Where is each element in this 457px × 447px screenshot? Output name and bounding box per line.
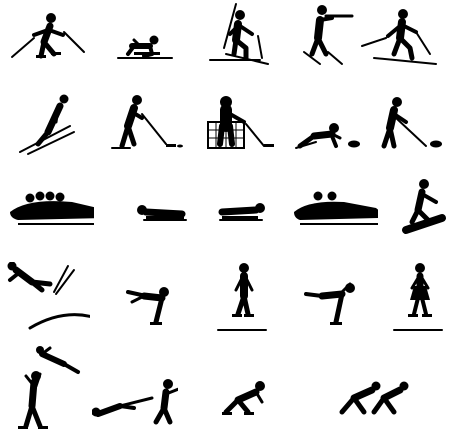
pair-skating-death-spiral-icon — [92, 346, 178, 432]
short-track-speed-skating-icon — [318, 346, 409, 432]
speed-skating-icon — [222, 346, 308, 432]
alpine-skiing-icon — [8, 2, 94, 88]
cross-country-skiing-icon — [200, 2, 286, 88]
skeleton-start-push-icon — [106, 2, 192, 88]
ski-jumping-icon — [8, 92, 94, 178]
figure-skater-woman-icon — [380, 262, 457, 348]
curling-delivery-icon — [292, 92, 378, 178]
figure-skating-arabesque-icon — [300, 262, 386, 348]
biathlon-standing-shooting-icon — [298, 2, 384, 88]
pair-skating-lift-icon — [4, 346, 90, 432]
bobsleigh-two-man-icon — [292, 182, 378, 268]
ice-hockey-goalie-icon — [200, 92, 286, 178]
freestyle-halfpipe-icon — [4, 262, 90, 348]
ice-hockey-player-icon — [106, 92, 192, 178]
figure-skater-man-icon — [204, 262, 290, 348]
nordic-skiing-stride-icon — [360, 2, 446, 88]
curling-sweeping-icon — [380, 92, 457, 178]
snowboarding-icon — [396, 170, 457, 256]
luge-icon — [130, 182, 216, 268]
skeleton-icon — [204, 182, 290, 268]
bobsleigh-four-man-icon — [8, 182, 94, 268]
figure-skating-spiral-icon — [120, 262, 206, 348]
